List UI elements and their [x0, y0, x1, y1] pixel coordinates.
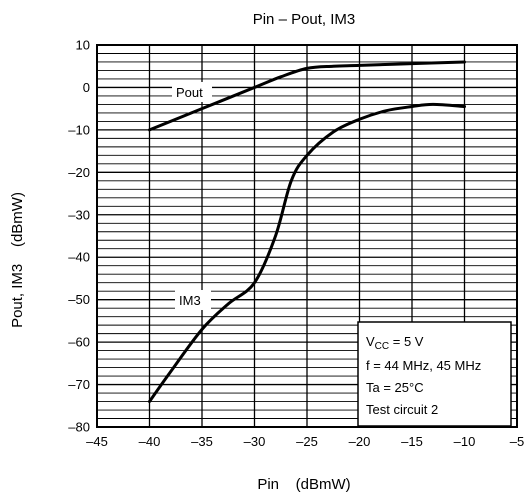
y-tick-label: –40: [68, 250, 90, 265]
y-tick-labels: 10 0 –10 –20 –30 –40 –50 –60 –70 –80: [68, 38, 90, 435]
y-tick-label: –30: [68, 207, 90, 222]
x-tick-label: –15: [401, 434, 423, 449]
x-tick-labels: –45 –40 –35 –30 –25 –20 –15 –10 –5: [86, 434, 524, 449]
y-tick-label: –10: [68, 122, 90, 137]
x-tick-label: –5: [510, 434, 524, 449]
condition-frequency: f = 44 MHz, 45 MHz: [366, 358, 481, 373]
y-tick-label: –60: [68, 335, 90, 350]
conditions-box: [357, 321, 512, 427]
y-tick-label: –20: [68, 165, 90, 180]
x-tick-label: –25: [296, 434, 318, 449]
x-tick-label: –20: [349, 434, 371, 449]
y-tick-label: 0: [83, 80, 90, 95]
condition-vcc: VCC = 5 V: [366, 334, 424, 352]
condition-test-circuit: Test circuit 2: [366, 402, 438, 417]
y-tick-label: –70: [68, 377, 90, 392]
x-tick-label: –35: [191, 434, 213, 449]
pout-label: Pout: [176, 85, 203, 100]
y-tick-label: –80: [68, 420, 90, 435]
condition-temperature: Ta = 25°C: [366, 380, 424, 395]
x-tick-label: –40: [139, 434, 161, 449]
x-tick-label: –10: [454, 434, 476, 449]
im3-label: IM3: [179, 293, 201, 308]
y-axis-label: Pout, IM3 (dBmW): [9, 192, 26, 328]
pout-label-bg: [172, 82, 212, 102]
x-tick-label: –45: [86, 434, 108, 449]
y-tick-label: –50: [68, 292, 90, 307]
x-axis-label: Pin (dBmW): [257, 476, 350, 493]
chart-title: Pin – Pout, IM3: [253, 11, 356, 28]
series-line-im3: [148, 102, 466, 404]
y-tick-label: 10: [76, 38, 90, 53]
series-lines: [148, 60, 466, 404]
x-tick-label: –30: [244, 434, 266, 449]
plot-frame: [96, 44, 518, 428]
im3-label-bg: [175, 290, 211, 310]
series-line-pout: [148, 60, 466, 132]
